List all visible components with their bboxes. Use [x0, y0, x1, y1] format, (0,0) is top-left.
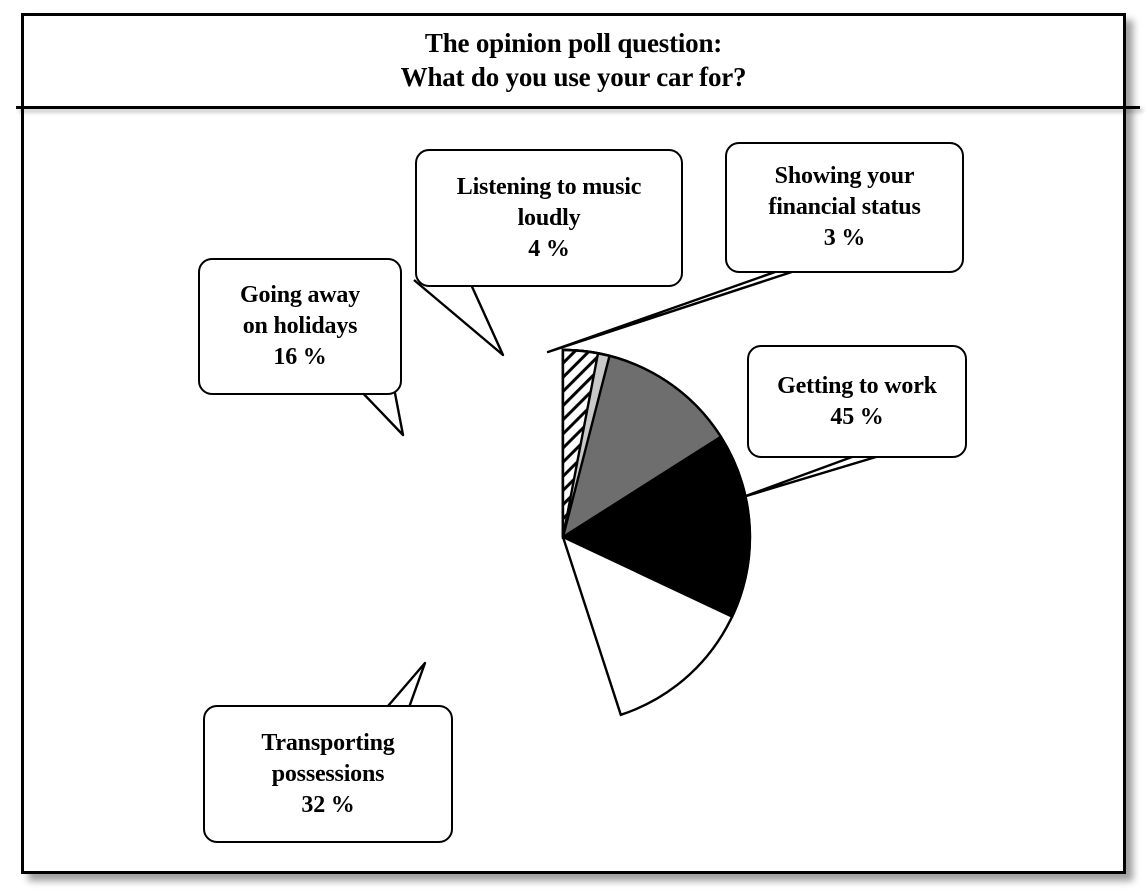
callout-going-away-on-holidays: Going away on holidays 16 % — [198, 258, 402, 395]
callout-showing-text: Showing your financial status 3 % — [768, 163, 921, 251]
callout-tail-showing — [546, 264, 811, 354]
callout-tail-listening — [413, 279, 505, 357]
callout-going-text: Going away on holidays 16 % — [239, 282, 361, 370]
callout-tail-going — [357, 387, 405, 437]
callout-getting-text: Getting to work 45 % — [777, 372, 937, 430]
chart-title: The opinion poll question: What do you u… — [21, 13, 1126, 106]
pie-slice-showing-your-financial-status — [561, 348, 600, 538]
callout-tail-getting — [741, 448, 900, 499]
callout-transporting-possessions: Transporting possessions 32 % — [203, 705, 453, 843]
callout-transporting-text: Transporting possessions 32 % — [261, 729, 395, 818]
callout-listening-to-music: Listening to music loudly 4 % — [415, 149, 683, 287]
chart-title-line2: What do you use your car for? — [400, 61, 747, 92]
callout-listening-text: Listening to music loudly 4 % — [456, 173, 642, 262]
title-divider-rule — [16, 106, 1140, 109]
callout-getting-to-work: Getting to work 45 % — [747, 345, 967, 458]
chart-title-line1: The opinion poll question: — [424, 27, 723, 58]
callout-tail-transporting — [381, 661, 427, 714]
callout-showing-financial-status: Showing your financial status 3 % — [725, 142, 964, 273]
